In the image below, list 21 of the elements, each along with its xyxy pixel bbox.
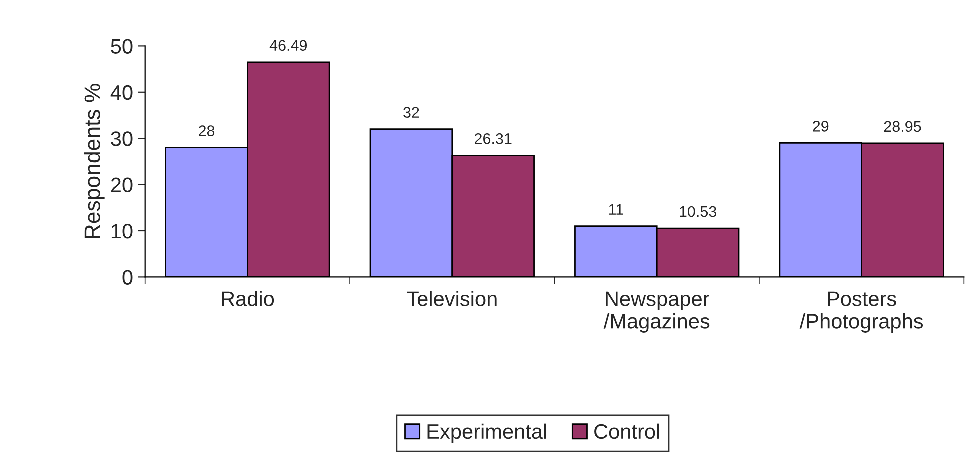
data-label: 46.49 — [270, 40, 308, 52]
data-label: 28.95 — [884, 121, 922, 132]
y-tick-label: 20 — [111, 178, 133, 193]
y-tick-label: 50 — [111, 39, 133, 54]
data-label: 10.53 — [680, 206, 716, 218]
data-label: 29 — [813, 121, 829, 132]
data-label: 11 — [609, 204, 624, 215]
legend-label: Control — [594, 424, 660, 440]
y-tick-label: 40 — [110, 85, 133, 100]
y-tick-label: 10 — [112, 224, 133, 239]
x-tick-label: Newspaper /Magazines — [604, 292, 710, 333]
y-axis-title: Respondents % — [84, 84, 105, 238]
data-label: 32 — [404, 107, 420, 118]
data-label: 28 — [199, 126, 215, 136]
x-tick-label: Radio — [222, 291, 274, 306]
y-tick-label: 30 — [111, 132, 133, 146]
legend-label: Experimental — [428, 424, 546, 444]
x-tick-label: Television — [407, 291, 497, 306]
y-tick-label: 0 — [122, 270, 133, 285]
x-tick-label: Posters /Photographs — [800, 292, 924, 333]
data-label: 26.31 — [474, 133, 512, 144]
